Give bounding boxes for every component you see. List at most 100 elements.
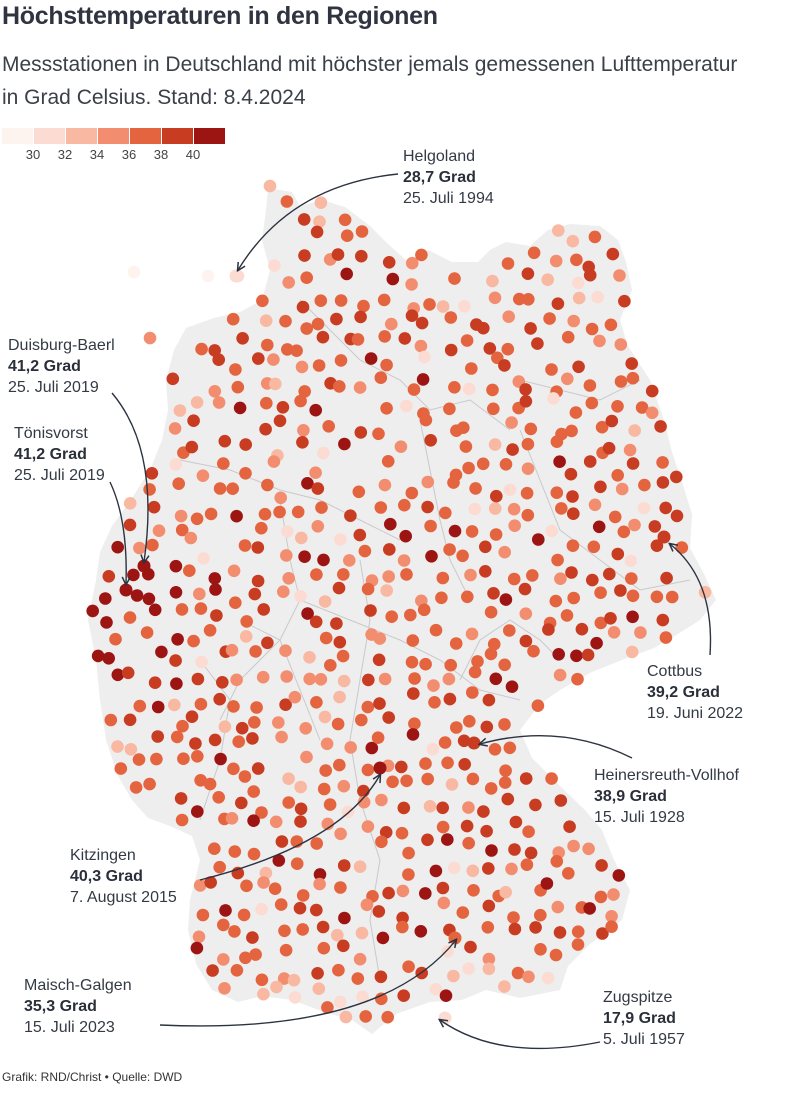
station-dot xyxy=(275,835,289,848)
station-dot xyxy=(133,541,146,555)
station-dot xyxy=(395,826,409,840)
station-dot xyxy=(239,467,252,480)
station-dot xyxy=(177,752,190,765)
station-dot xyxy=(151,730,164,743)
station-dot xyxy=(443,543,456,556)
station-dot xyxy=(594,480,607,494)
station-dot xyxy=(190,512,204,526)
station-dot xyxy=(251,574,265,588)
station-dot xyxy=(499,593,513,606)
station-dot xyxy=(258,507,272,521)
station-dot xyxy=(569,406,583,419)
station-dot xyxy=(614,375,628,388)
station-dot xyxy=(251,352,265,365)
station-dot xyxy=(550,855,564,868)
station-dot xyxy=(507,502,521,516)
state-border xyxy=(419,419,471,601)
station-dot xyxy=(380,402,393,415)
label-heinersreuth-vollhof: Heinersreuth-Vollhof 38,9 Grad 15. Juli … xyxy=(594,767,739,826)
station-dot xyxy=(424,434,438,447)
station-dot xyxy=(267,353,280,366)
station-dot xyxy=(626,457,640,470)
station-dot xyxy=(427,679,440,692)
station-dot xyxy=(382,886,395,900)
station-dot xyxy=(212,791,225,804)
station-dot xyxy=(338,437,351,451)
station-dot xyxy=(482,899,496,913)
station-dot xyxy=(488,438,502,451)
station-dot xyxy=(173,404,187,417)
station-dot xyxy=(203,624,217,637)
station-dot xyxy=(216,676,229,689)
station-dot xyxy=(498,658,512,672)
legend-tick-label: 40 xyxy=(185,147,201,162)
station-dot xyxy=(415,316,429,330)
station-dot xyxy=(298,385,312,398)
station-dot xyxy=(270,980,283,994)
station-dot xyxy=(195,342,208,356)
station-dot xyxy=(448,524,462,538)
station-dot xyxy=(102,570,116,583)
station-dot xyxy=(360,898,374,912)
station-dot xyxy=(438,736,452,749)
station-dot xyxy=(218,982,231,995)
station-dot xyxy=(436,571,450,585)
station-dot xyxy=(303,651,316,664)
station-dot xyxy=(505,862,518,876)
station-dot xyxy=(300,750,313,764)
station-dot xyxy=(555,502,568,515)
station-dot xyxy=(521,462,535,476)
station-dot xyxy=(194,602,208,615)
station-dot xyxy=(311,967,324,980)
station-dot xyxy=(503,624,516,637)
station-dot xyxy=(482,962,496,976)
station-dot xyxy=(217,953,230,966)
station-dot xyxy=(310,837,324,850)
station-dot xyxy=(357,795,371,809)
station-dot xyxy=(635,401,649,414)
station-dot xyxy=(281,525,294,538)
station-dot xyxy=(246,931,259,944)
station-dot xyxy=(257,876,270,889)
station-dot xyxy=(279,644,292,657)
station-dot xyxy=(394,440,408,454)
station-dot xyxy=(414,925,428,938)
station-dot xyxy=(235,721,249,735)
station-dot xyxy=(477,321,490,335)
station-dot xyxy=(505,680,519,693)
station-dot xyxy=(415,248,428,262)
station-dot xyxy=(233,401,247,415)
station-dot xyxy=(405,256,419,270)
station-dot xyxy=(583,379,597,392)
station-dot xyxy=(351,972,365,985)
station-dot xyxy=(466,772,480,786)
station-dot xyxy=(524,422,538,436)
station-dot xyxy=(293,901,307,915)
station-dot xyxy=(299,722,313,735)
station-dot xyxy=(318,595,332,608)
station-dot xyxy=(312,359,326,372)
station-dot xyxy=(337,674,351,688)
station-dot xyxy=(373,632,387,645)
station-dot xyxy=(143,777,156,791)
station-dot xyxy=(570,649,583,663)
station-dot xyxy=(488,743,502,756)
station-dot xyxy=(374,970,388,984)
station-dot xyxy=(355,713,368,727)
station-dot xyxy=(227,700,240,713)
station-dot xyxy=(602,441,616,455)
station-dot xyxy=(320,737,334,751)
station-dot xyxy=(208,733,222,747)
station-dot xyxy=(611,469,624,482)
station-dot xyxy=(418,350,431,364)
station-dot xyxy=(381,1010,395,1024)
station-dot xyxy=(213,692,226,706)
station-dot xyxy=(397,801,411,815)
station-dot xyxy=(465,627,479,641)
station-dot xyxy=(603,567,616,581)
station-dot xyxy=(343,554,356,567)
station-dot xyxy=(355,249,368,263)
station-dot xyxy=(659,631,673,644)
station-dot xyxy=(191,805,204,818)
station-dot xyxy=(148,603,162,617)
